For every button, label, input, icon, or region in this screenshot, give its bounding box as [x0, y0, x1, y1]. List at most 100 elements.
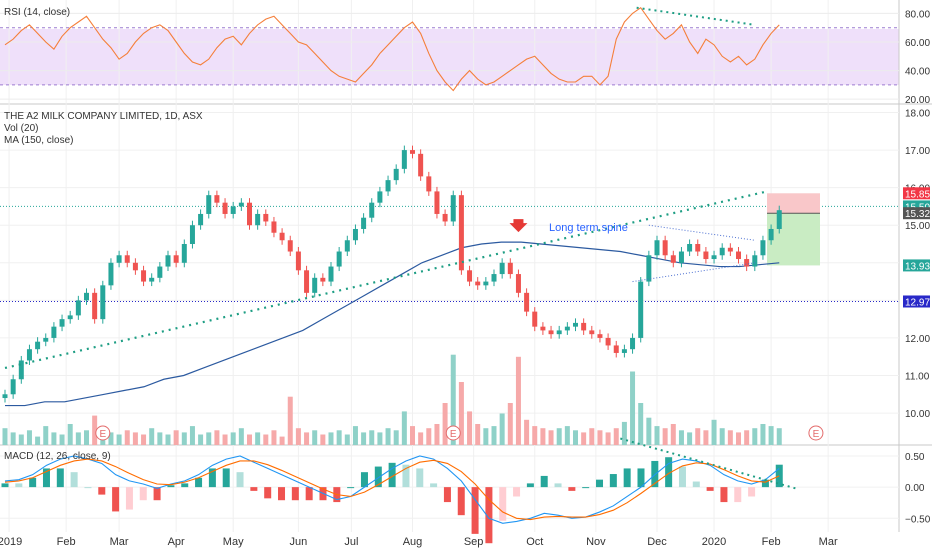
- macd-histogram-bar: [222, 468, 230, 488]
- candle-body: [654, 240, 660, 256]
- macd-histogram-bar: [609, 474, 617, 488]
- macd-histogram-bar: [720, 487, 728, 503]
- candle-body: [638, 281, 644, 338]
- macd-trendline: [620, 437, 796, 490]
- candle-body: [727, 247, 733, 252]
- volume-bar: [410, 426, 415, 445]
- candle-body: [189, 225, 195, 245]
- candle-body: [141, 270, 147, 282]
- volume-bar: [532, 426, 538, 445]
- volume-bar: [263, 434, 269, 445]
- candle-body: [630, 337, 636, 350]
- volume-bar: [499, 413, 505, 445]
- macd-histogram-bar: [195, 477, 203, 488]
- candle-body: [678, 251, 684, 263]
- candle-body: [573, 322, 578, 327]
- candle-body: [475, 281, 481, 286]
- macd-histogram-bar: [264, 487, 272, 499]
- price-trendline: [4, 190, 768, 370]
- candle-body: [10, 379, 16, 395]
- volume-legend: Vol (20): [4, 123, 38, 134]
- volume-bar: [377, 432, 383, 445]
- candle-body: [736, 251, 741, 260]
- macd-tick-label: 0.00: [905, 483, 925, 494]
- volume-bar: [67, 424, 73, 445]
- candle-body: [2, 394, 8, 399]
- price-label: 15.85: [905, 189, 930, 200]
- candle-body: [92, 292, 98, 320]
- volume-bar: [589, 428, 595, 445]
- macd-histogram-bar: [623, 468, 631, 488]
- volume-bar: [654, 426, 660, 445]
- earnings-marker: [808, 425, 824, 441]
- time-tick-label: Mar: [110, 536, 129, 548]
- volume-bar: [662, 428, 668, 445]
- volume-bar: [475, 424, 481, 445]
- price-tick-label: 15.00: [905, 221, 930, 232]
- time-tick-label: Sep: [464, 536, 484, 548]
- volume-bar: [361, 432, 367, 445]
- macd-histogram-bar: [374, 466, 382, 488]
- candle-body: [467, 270, 473, 282]
- volume-bar: [336, 430, 342, 445]
- macd-histogram-bar: [775, 464, 783, 488]
- time-tick-label: Mar: [819, 536, 838, 548]
- macd-histogram-bar: [499, 487, 507, 521]
- candle-body: [515, 274, 521, 293]
- candle-body: [491, 274, 497, 282]
- candle-body: [116, 255, 122, 263]
- macd-histogram-bar: [181, 483, 189, 488]
- time-tick-label: Aug: [403, 536, 423, 548]
- macd-histogram-bar: [513, 487, 521, 497]
- macd-histogram-bar: [84, 487, 92, 489]
- candle-body: [418, 153, 424, 177]
- macd-histogram-bar: [665, 457, 673, 488]
- macd-histogram-bar: [305, 487, 313, 501]
- price-tick-label: 18.00: [905, 109, 930, 120]
- volume-bar: [670, 424, 676, 445]
- candle-body: [271, 221, 277, 233]
- candle-body: [589, 330, 595, 335]
- volume-bar: [173, 430, 179, 445]
- candle-body: [621, 349, 627, 353]
- volume-bar: [255, 432, 261, 445]
- time-tick-label: Apr: [168, 536, 185, 548]
- macd-histogram-bar: [125, 487, 133, 510]
- macd-histogram-bar: [596, 479, 604, 488]
- volume-bar: [75, 432, 81, 445]
- volume-bar: [247, 434, 252, 445]
- candle-body: [605, 337, 611, 346]
- volume-bar: [344, 434, 350, 445]
- rsi-tick-label: 40.00: [905, 67, 930, 78]
- volume-bar: [760, 424, 766, 445]
- volume-bar: [678, 430, 684, 445]
- volume-bar: [744, 430, 750, 445]
- candle-body: [312, 277, 318, 293]
- time-tick-label: Feb: [57, 536, 76, 548]
- candle-body: [173, 255, 179, 263]
- volume-bar: [214, 430, 220, 445]
- earnings-marker: [95, 425, 111, 441]
- candle-body: [613, 345, 619, 353]
- macd-legend: MACD (12, 26, close, 9): [4, 451, 111, 462]
- down-arrow-icon: [509, 219, 528, 233]
- candle-body: [410, 150, 415, 154]
- macd-histogram-bar: [29, 477, 37, 488]
- volume-bar: [108, 432, 114, 445]
- macd-histogram-bar: [291, 487, 299, 501]
- candle-body: [132, 262, 138, 271]
- volume-bar: [18, 434, 24, 445]
- volume-bar: [524, 419, 530, 445]
- candle-body: [532, 311, 538, 327]
- volume-bar: [638, 403, 644, 445]
- candle-body: [564, 326, 570, 331]
- volume-bar: [51, 432, 57, 445]
- volume-bar: [320, 434, 326, 445]
- macd-histogram-bar: [42, 468, 50, 488]
- candle-body: [263, 213, 269, 222]
- macd-histogram-bar: [761, 479, 769, 488]
- candle-body: [646, 255, 652, 282]
- candle-body: [524, 292, 530, 312]
- macd-histogram-bar: [748, 487, 756, 497]
